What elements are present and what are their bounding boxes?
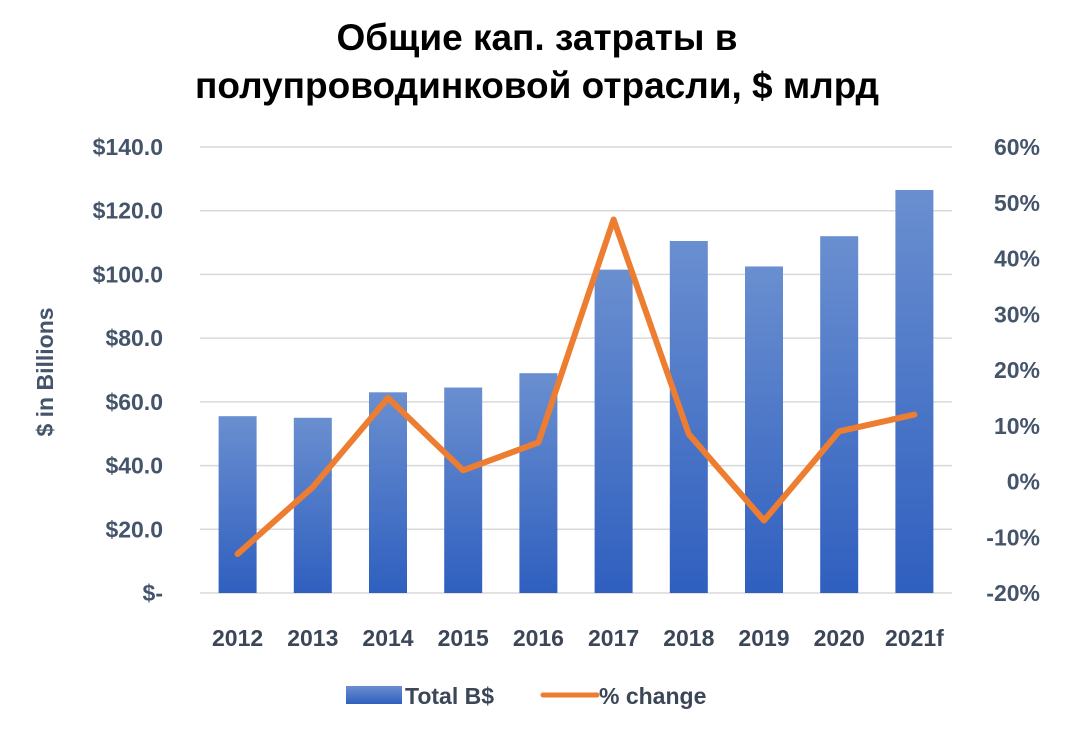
right-tick-label: 50% [994,190,1040,216]
line-point-2016 [535,439,541,445]
left-tick-label: $- [143,580,163,606]
right-tick-label: 20% [994,357,1040,383]
bar-2014 [369,392,407,593]
left-tick-label: $140.0 [93,134,163,160]
bar-series [218,190,934,593]
chart-title-line-1: Общие кап. затраты в [336,17,738,58]
legend-swatch-total [346,686,402,704]
line-percent-change [234,216,918,557]
line-point-2020 [836,428,842,434]
line-point-2018 [686,431,692,437]
right-tick-label: 30% [994,301,1040,327]
right-tick-label: 0% [1007,469,1040,495]
x-tick-label: 2019 [738,625,789,651]
x-tick-label: 2020 [814,625,865,651]
legend-label-change: % change [599,683,706,709]
line-point-2021f [911,412,917,418]
x-tick-label: 2017 [588,625,639,651]
x-tick-label: 2021f [885,625,944,651]
legend: Total B$ % change [346,683,706,709]
bar-2013 [293,417,332,593]
legend-label-total: Total B$ [405,683,494,709]
right-tick-label: 40% [994,246,1040,272]
bar-2015 [444,387,483,593]
line-point-2014 [385,395,391,401]
x-tick-label: 2015 [438,625,489,651]
left-tick-label: $40.0 [105,453,163,479]
x-axis: 2012 2013 2014 2015 2016 2017 2018 2019 2020 2021… [212,625,944,651]
bar-2020 [820,236,859,593]
left-tick-label: $20.0 [105,516,163,542]
bar-2017 [594,269,633,593]
line-point-2019 [761,518,767,524]
x-tick-label: 2013 [287,625,338,651]
left-tick-label: $120.0 [93,198,163,224]
right-tick-label: -10% [986,524,1040,550]
right-tick-label: 60% [994,134,1040,160]
bar-2019 [745,266,783,593]
left-axis: $- $20.0 $40.0 $60.0 $80.0 $100.0 $120.0 $140.0 [93,134,163,606]
x-tick-label: 2014 [362,625,413,651]
chart-title: Общие кап. затраты в полупроводинковой о… [0,14,1074,110]
bar-2021f [895,190,934,593]
line-point-2012 [235,551,241,557]
line-point-2015 [460,467,466,473]
left-tick-label: $60.0 [105,389,163,415]
x-tick-label: 2012 [212,625,263,651]
bar-2012 [218,416,257,593]
left-tick-label: $80.0 [105,325,163,351]
x-tick-label: 2016 [513,625,564,651]
x-tick-label: 2018 [663,625,714,651]
bar-2018 [669,240,708,593]
line-series [234,216,918,557]
left-tick-label: $100.0 [93,261,163,287]
right-tick-label: 10% [994,413,1040,439]
line-point-2013 [310,484,316,490]
line-point-2017 [611,216,617,222]
y-axis-label: $ in Billions [32,307,58,436]
chart-title-line-2: полупроводинковой отрасли, $ млрд [195,65,879,106]
right-axis: -20% -10% 0% 10% 20% 30% 40% 50% 60% [986,134,1040,606]
right-tick-label: -20% [986,580,1040,606]
